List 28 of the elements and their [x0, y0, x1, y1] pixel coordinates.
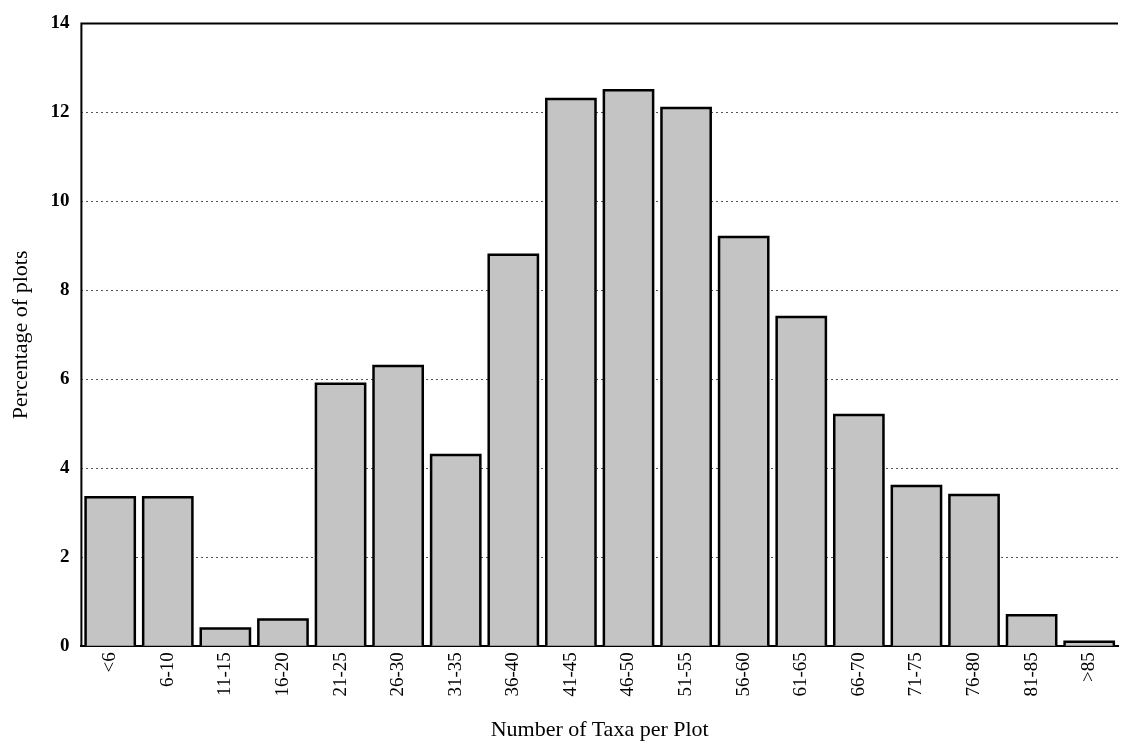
x-tick-label: 51-55: [674, 652, 696, 697]
x-axis-title: Number of Taxa per Plot: [490, 715, 709, 741]
x-tick-label: >85: [1077, 652, 1099, 682]
y-axis-title: Percentage of plots: [6, 250, 32, 420]
x-tick-label: 11-15: [213, 652, 235, 696]
x-tick-label: 16-20: [270, 652, 292, 697]
y-tick-label: 14: [50, 11, 70, 33]
x-tick-label: 36-40: [501, 652, 523, 697]
x-tick-label: 46-50: [616, 652, 638, 697]
x-tick-label: 76-80: [962, 652, 984, 697]
y-tick-label: 0: [59, 634, 70, 656]
x-tick-label: 61-65: [789, 652, 811, 697]
x-tick-label: 71-75: [904, 652, 926, 697]
x-tick-label: 41-45: [558, 652, 580, 697]
x-tick-label: 66-70: [846, 652, 868, 697]
y-tick-label: 6: [59, 367, 70, 389]
y-tick-label: 8: [59, 278, 70, 300]
y-tick-label: 10: [50, 189, 70, 211]
x-tick-label: 56-60: [731, 652, 753, 697]
x-tick-label: 31-35: [443, 652, 465, 697]
x-tick-label: 6-10: [155, 652, 177, 688]
x-tick-label: 26-30: [386, 652, 408, 697]
y-tick-label: 12: [50, 100, 70, 122]
x-tick-label: 81-85: [1019, 652, 1041, 697]
x-tick-label: <6: [98, 652, 120, 673]
y-tick-label: 4: [59, 456, 70, 478]
x-tick-label: 21-25: [328, 652, 350, 697]
y-tick-label: 2: [59, 545, 70, 567]
